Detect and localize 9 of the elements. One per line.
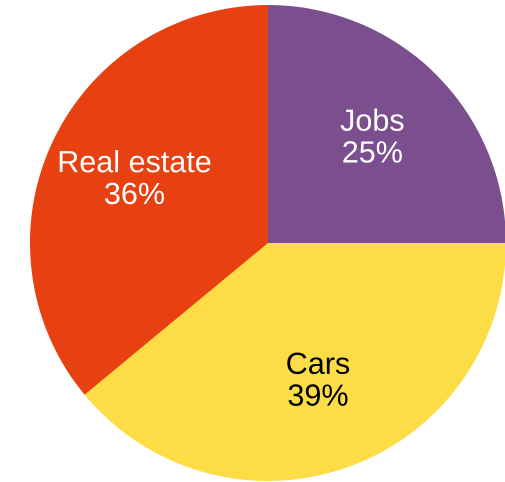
slice-label: Real estate [60, 150, 210, 172]
data-label: 36% [105, 182, 164, 204]
pie-slice [84, 243, 505, 481]
data-label: 25% [343, 141, 402, 163]
slice-label: Cars [287, 352, 350, 374]
data-label: 39% [288, 384, 348, 406]
slice-label: Jobs [340, 108, 404, 131]
pie-slice [268, 5, 505, 243]
pie-slice [30, 5, 268, 395]
